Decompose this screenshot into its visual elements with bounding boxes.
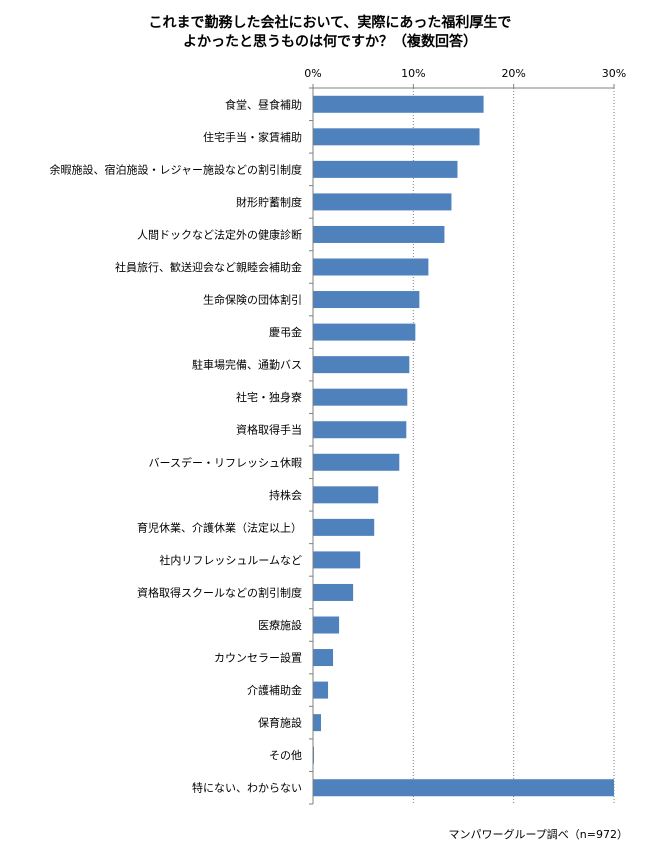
bar (313, 421, 407, 439)
category-label: カウンセラー設置 (214, 651, 302, 665)
bar (313, 551, 361, 569)
bar (313, 486, 379, 504)
bar (313, 323, 416, 341)
category-label: 資格取得手当 (236, 423, 302, 437)
category-label: 保育施設 (258, 716, 302, 730)
chart-title: これまで勤務した会社において、実際にあった福利厚生で よかったと思うものは何です… (0, 14, 660, 52)
category-label: 慶弔金 (269, 325, 302, 339)
category-label: 生命保険の団体割引 (203, 293, 302, 307)
category-label: 社内リフレッシュルームなど (159, 553, 302, 567)
category-label: 住宅手当・家賃補助 (203, 130, 302, 144)
category-label: 社員旅行、歓送迎会など親睦会補助金 (115, 260, 302, 274)
category-label: 人間ドックなど法定外の健康診断 (137, 227, 302, 241)
category-label: その他 (269, 749, 302, 762)
bar (313, 95, 484, 113)
bar (313, 746, 315, 764)
category-label: 財形貯蓄制度 (236, 195, 302, 209)
category-label: 駐車場完備、通勤バス (192, 358, 302, 372)
x-tick-label: 20% (501, 67, 525, 80)
bar (313, 583, 354, 601)
bar (313, 681, 329, 699)
category-label: 医療施設 (258, 618, 302, 632)
category-label: 資格取得スクールなどの割引制度 (137, 585, 302, 599)
chart-title-line-2: よかったと思うものは何ですか？（複数回答） (183, 34, 477, 50)
x-tick-label: 0% (304, 67, 321, 80)
category-label: 特にない、わからない (192, 781, 302, 795)
source-note: マンパワーグループ調べ（n=972） (448, 828, 628, 841)
bar (313, 714, 322, 732)
bar (313, 160, 458, 178)
category-label: 育児休業、介護休業（法定以上） (137, 520, 302, 534)
bar (313, 225, 445, 243)
bar (313, 779, 614, 797)
chart-title-line-1: これまで勤務した会社において、実際にあった福利厚生で (148, 15, 512, 31)
bar (313, 258, 429, 276)
bar (313, 128, 480, 146)
bar (313, 388, 408, 406)
category-label: 社宅・独身寮 (236, 390, 302, 404)
bar (313, 518, 375, 536)
bar (313, 356, 410, 374)
bar (313, 616, 340, 634)
category-label: 介護補助金 (247, 683, 302, 697)
bar (313, 453, 400, 471)
bar (313, 193, 452, 211)
category-label: 持株会 (269, 488, 302, 502)
category-label: 食堂、昼食補助 (225, 97, 302, 111)
x-tick-label: 10% (401, 67, 425, 80)
category-label: バースデー・リフレッシュ休暇 (149, 455, 302, 469)
bar (313, 649, 334, 667)
category-label: 余暇施設、宿泊施設・レジャー施設などの割引制度 (50, 162, 302, 176)
bar (313, 291, 420, 309)
x-tick-label: 30% (602, 67, 626, 80)
